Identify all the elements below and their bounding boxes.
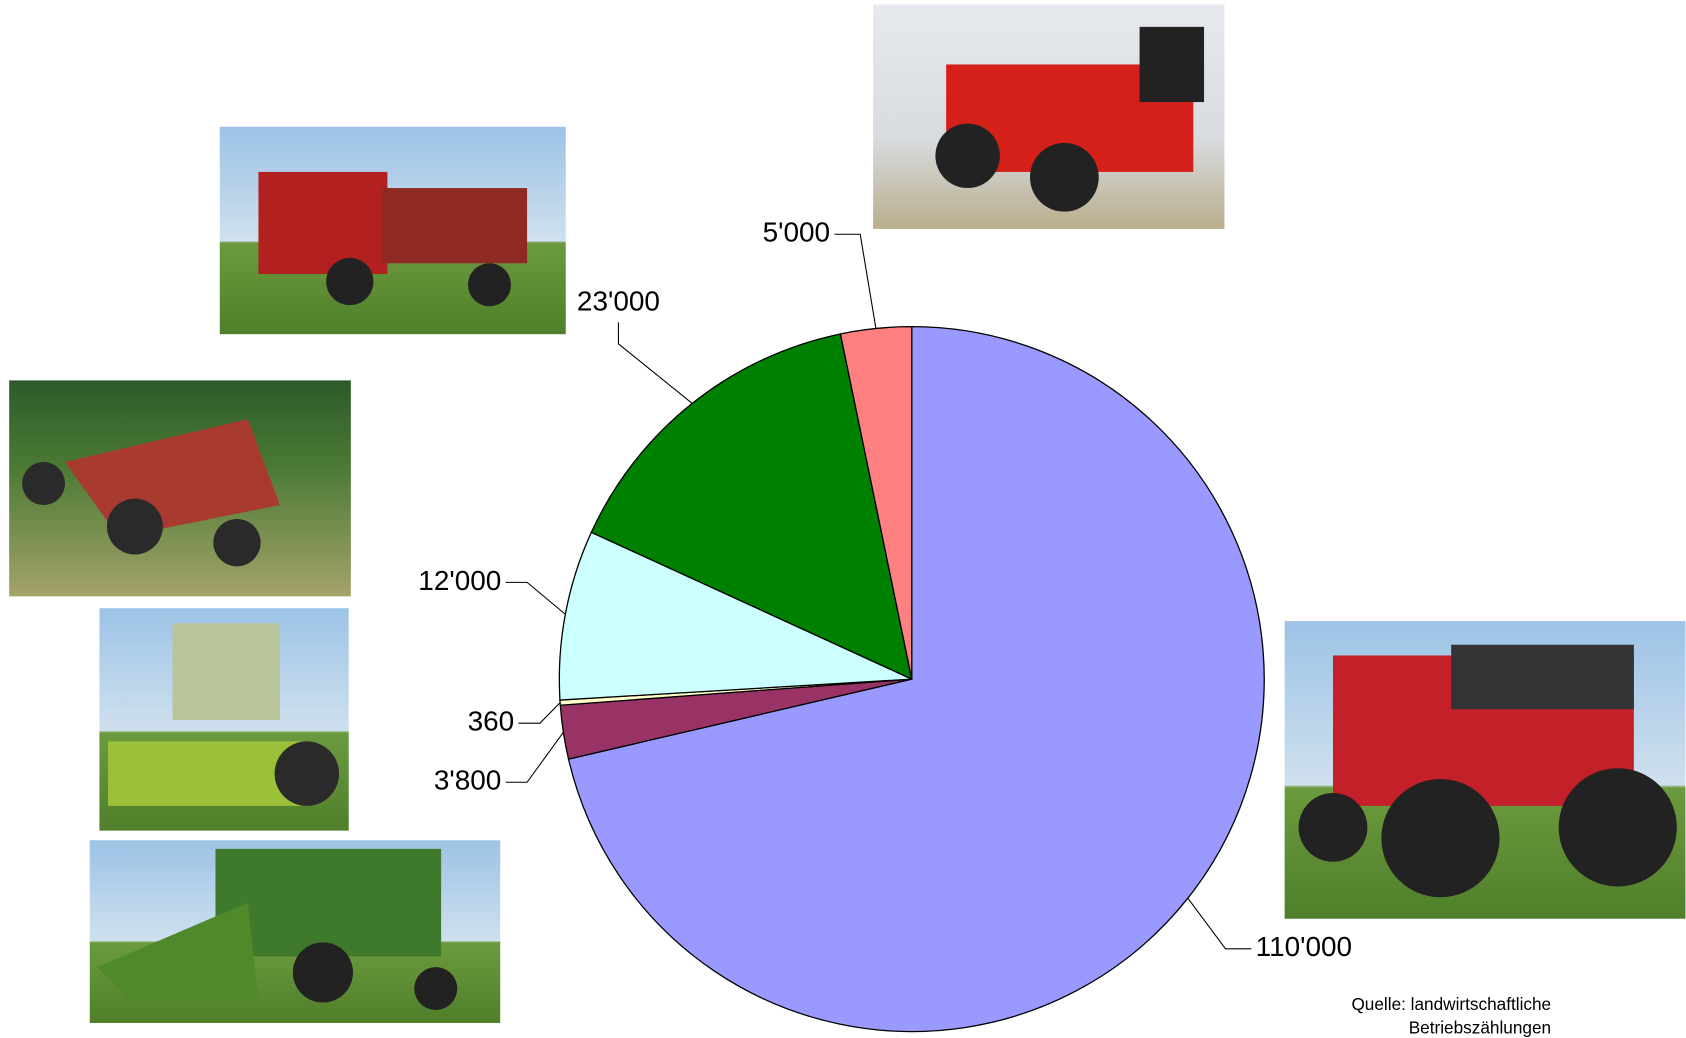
photo-tractor xyxy=(1284,621,1686,919)
leader-line xyxy=(505,581,566,615)
source-note: Betriebszählungen xyxy=(1409,1018,1551,1038)
photo-combine xyxy=(89,840,501,1023)
leader-line xyxy=(1187,897,1252,950)
data-label: 3'800 xyxy=(434,765,501,796)
photo-forage-harvester xyxy=(99,608,349,831)
data-label: 110'000 xyxy=(1256,931,1352,962)
photo-loader xyxy=(873,4,1225,229)
photo-slope-mower xyxy=(9,380,351,597)
leader-line xyxy=(505,732,564,783)
photos xyxy=(9,4,1686,1023)
leader-line xyxy=(617,322,693,404)
leader-line xyxy=(834,233,877,329)
photo-transporter xyxy=(219,126,566,335)
leader-line xyxy=(518,702,561,724)
source-note: Quelle: landwirtschaftliche xyxy=(1351,994,1551,1014)
data-label: 360 xyxy=(468,706,515,737)
data-label: 12'000 xyxy=(418,565,501,596)
pie-slice xyxy=(567,326,1265,1033)
data-label: 23'000 xyxy=(577,285,660,316)
pie-slice xyxy=(839,326,913,680)
data-label: 5'000 xyxy=(763,217,830,248)
